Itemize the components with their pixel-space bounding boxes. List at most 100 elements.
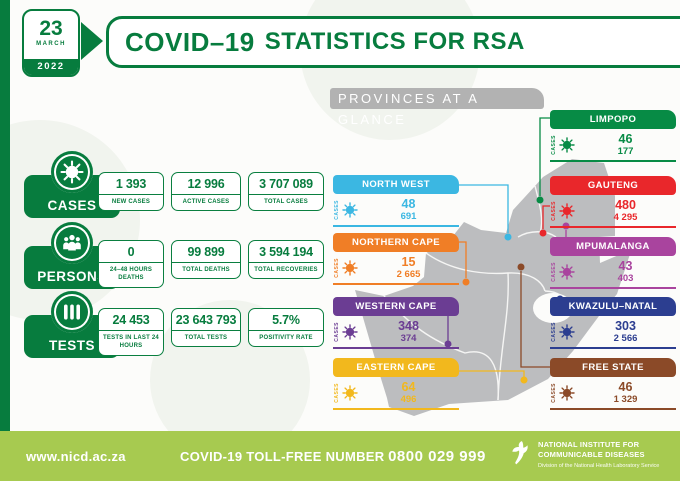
province-new-cases: 43: [618, 258, 633, 273]
stat-label: TOTAL RECOVERIES: [249, 262, 323, 278]
province-underline: [550, 226, 676, 228]
province-new-cases: 46: [618, 131, 633, 146]
map-dot-gauteng: [539, 229, 547, 237]
province-name-label: LIMPOPO: [589, 114, 637, 125]
province-name: LIMPOPO: [550, 110, 676, 129]
date-day: 23: [39, 17, 63, 40]
province-name-label: GAUTENG: [587, 180, 639, 191]
province-new-cases: 46: [618, 379, 633, 394]
cases-caption: CASES: [551, 262, 557, 282]
stat-label: NEW CASES: [99, 194, 163, 210]
virus-icon: [342, 324, 358, 340]
stat-value: 23 643 793: [175, 313, 237, 327]
virus-icon: [559, 203, 575, 219]
stat-box-total-deaths: 99 899 TOTAL DEATHS: [171, 240, 241, 280]
nicd-logo: NATIONAL INSTITUTE FOR COMMUNICABLE DISE…: [510, 440, 668, 469]
cases-caption: CASES: [551, 383, 557, 403]
stat-value: 12 996: [187, 177, 225, 191]
map-dot-north-west: [504, 233, 512, 241]
cases-caption: CASES: [334, 383, 340, 403]
map-dot-eastern-cape: [520, 376, 528, 384]
province-total-cases: 1 329: [613, 393, 638, 405]
province-total-cases: 4 295: [613, 211, 638, 223]
cases-virus-icon: [51, 151, 93, 193]
province-card-free-state: FREE STATE CASES 46 1 329: [550, 358, 676, 410]
province-underline: [333, 225, 459, 227]
province-new-cases: 15: [401, 254, 416, 269]
persons-stat-row: 0 24–48 HOURS DEATHS 99 899 TOTAL DEATHS…: [98, 240, 324, 288]
stat-box-total-tests: 23 643 793 TOTAL TESTS: [171, 308, 241, 348]
title-banner: COVID–19 STATISTICS FOR RSA: [106, 16, 680, 68]
province-name-label: KWAZULU–NATAL: [568, 301, 658, 312]
map-dot-western-cape: [444, 340, 452, 348]
province-total-cases: 2 665: [396, 268, 421, 280]
stat-label: TOTAL TESTS: [172, 330, 240, 346]
stat-value: 5.7%: [272, 313, 300, 327]
province-name-label: FREE STATE: [582, 362, 644, 373]
stat-value: 1 393: [115, 177, 147, 191]
province-new-cases: 64: [401, 379, 416, 394]
stat-box-active-cases: 12 996 ACTIVE CASES: [171, 172, 241, 212]
province-name: NORTH WEST: [333, 175, 459, 194]
map-dot-northern-cape: [462, 278, 470, 286]
map-dot-free-state: [517, 263, 525, 271]
connector-gauteng: [542, 205, 550, 229]
website-url: www.nicd.ac.za: [26, 449, 126, 464]
province-card-western-cape: WESTERN CAPE CASES 348 374: [333, 297, 459, 349]
cases-stat-row: 1 393 NEW CASES 12 996 ACTIVE CASES 3 70…: [98, 172, 324, 212]
stat-label: TESTS IN LAST 24 HOURS: [99, 330, 163, 355]
province-underline: [333, 408, 459, 410]
date-badge: 23 MARCH 2022: [22, 9, 80, 77]
tests-stat-row: 24 453 TESTS IN LAST 24 HOURS 23 643 793…: [98, 308, 324, 356]
province-total-cases: 691: [400, 210, 417, 222]
province-total-cases: 374: [400, 332, 417, 344]
province-total-cases: 177: [617, 145, 634, 157]
stat-box-new-cases: 1 393 NEW CASES: [98, 172, 164, 212]
org-subtitle: Division of the National Health Laborato…: [538, 462, 660, 469]
left-accent-bar: [0, 0, 10, 431]
stat-label: 24–48 HOURS DEATHS: [99, 262, 163, 287]
province-name-label: WESTERN CAPE: [355, 301, 437, 312]
tollfree-line: COVID-19 TOLL-FREE NUMBER 0800 029 999: [180, 448, 486, 465]
province-name: MPUMALANGA: [550, 237, 676, 256]
province-name-label: NORTHERN CAPE: [351, 237, 441, 248]
province-card-northern-cape: NORTHERN CAPE CASES 15 2 665: [333, 233, 459, 285]
province-name: GAUTENG: [550, 176, 676, 195]
virus-icon: [342, 385, 358, 401]
province-total-cases: 2 566: [613, 332, 638, 344]
province-borders: [383, 185, 574, 401]
province-new-cases: 303: [615, 318, 636, 333]
map-silhouette: [355, 159, 630, 416]
date-year: 2022: [24, 59, 78, 75]
province-underline: [550, 287, 676, 289]
stat-label: POSITIVITY RATE: [249, 330, 323, 346]
cases-caption: CASES: [334, 258, 340, 278]
stat-value: 3 594 194: [259, 245, 313, 259]
province-name: WESTERN CAPE: [333, 297, 459, 316]
province-underline: [333, 283, 459, 285]
virus-icon: [559, 264, 575, 280]
stat-value: 24 453: [112, 313, 150, 327]
virus-icon: [342, 202, 358, 218]
connector-north-west: [459, 184, 509, 233]
province-underline: [333, 347, 459, 349]
org-name-line2: COMMUNICABLE DISEASES: [538, 449, 645, 459]
province-card-kwazulu-natal: KWAZULU–NATAL CASES 303 2 566: [550, 297, 676, 349]
virus-icon: [559, 385, 575, 401]
stat-value: 0: [127, 245, 135, 259]
connector-limpopo: [539, 117, 550, 196]
tollfree-label: COVID-19 TOLL-FREE NUMBER: [180, 449, 385, 464]
stat-box-total-recoveries: 3 594 194 TOTAL RECOVERIES: [248, 240, 324, 280]
stat-value: 3 707 089: [259, 177, 313, 191]
province-card-limpopo: LIMPOPO CASES 46 177: [550, 110, 676, 162]
province-name: KWAZULU–NATAL: [550, 297, 676, 316]
footer-bar: www.nicd.ac.za COVID-19 TOLL-FREE NUMBER…: [0, 431, 680, 481]
stat-box-positivity-rate: 5.7% POSITIVITY RATE: [248, 308, 324, 348]
province-underline: [550, 408, 676, 410]
stat-value: 99 899: [187, 245, 225, 259]
page-title-rest: STATISTICS FOR RSA: [264, 28, 525, 55]
virus-icon: [559, 324, 575, 340]
province-new-cases: 480: [615, 197, 636, 212]
nicd-bird-icon: [510, 440, 532, 466]
province-card-eastern-cape: EASTERN CAPE CASES 64 496: [333, 358, 459, 410]
